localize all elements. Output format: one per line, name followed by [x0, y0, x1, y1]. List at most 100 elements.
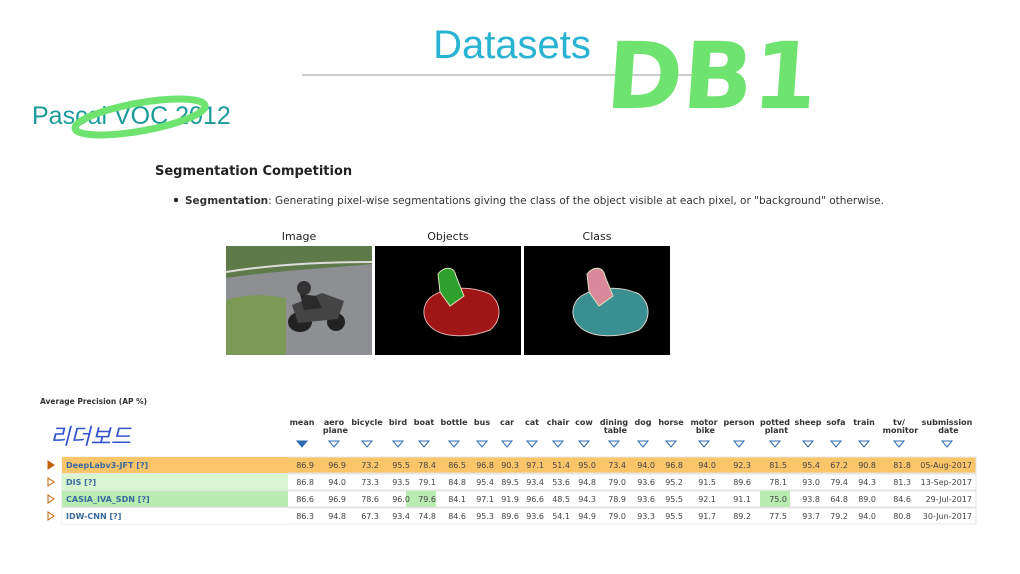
score-cell: 51.4 [552, 461, 570, 470]
score-cell: 74.8 [418, 512, 436, 521]
sort-arrow [732, 440, 746, 448]
score-cell: 91.9 [501, 495, 519, 504]
column-header: boat [414, 418, 435, 427]
sort-arrow [327, 440, 341, 448]
score-cell: 84.8 [448, 478, 466, 487]
score-cell: 93.5 [392, 478, 410, 487]
image-label: Class [583, 230, 612, 243]
score-cell: 93.4 [526, 478, 544, 487]
score-cell: 89.0 [858, 495, 876, 504]
score-cell: 80.8 [893, 512, 911, 521]
method-name: DeepLabv3-JFT [?] [66, 461, 148, 470]
score-cell: 94.3 [578, 495, 596, 504]
score-cell: 77.5 [769, 512, 787, 521]
score-cell: 64.8 [830, 495, 848, 504]
sort-arrow [417, 440, 431, 448]
score-cell: 78.4 [418, 461, 436, 470]
score-cell: 73.3 [361, 478, 379, 487]
column-header: bicycle [351, 418, 383, 427]
score-cell: 89.6 [501, 512, 519, 521]
score-cell: 94.0 [328, 478, 346, 487]
score-cell: 96.6 [526, 495, 544, 504]
column-header: cat [525, 418, 539, 427]
score-cell: 86.9 [296, 461, 314, 470]
score-cell: 89.5 [501, 478, 519, 487]
image-label: Image [282, 230, 317, 243]
column-header: train [853, 418, 875, 427]
score-cell: 54.1 [552, 512, 570, 521]
column-header: bottle [440, 418, 468, 427]
handwriting: DB1 [603, 23, 821, 130]
column-header: motor bike [690, 418, 717, 435]
column-header: mean [290, 418, 315, 427]
score-cell: 05-Aug-2017 [920, 461, 972, 470]
score-cell: 94.3 [858, 478, 876, 487]
column-header: submission date [922, 418, 973, 435]
expand-arrow [47, 460, 55, 470]
sort-arrow [768, 440, 782, 448]
score-cell: 81.5 [769, 461, 787, 470]
column-header: tv/ monitor [880, 418, 918, 435]
score-cell: 79.2 [830, 512, 848, 521]
score-cell: 95.4 [476, 478, 494, 487]
column-header: cow [575, 418, 593, 427]
highlight-circle [71, 95, 209, 139]
score-cell: 30-Jun-2017 [923, 512, 972, 521]
cell-bg [406, 491, 436, 507]
bullet [173, 197, 179, 203]
score-cell: 89.6 [733, 478, 751, 487]
score-cell: 94.9 [578, 512, 596, 521]
name-cell-bg [62, 474, 288, 490]
sort-arrow [636, 440, 650, 448]
sort-arrow [391, 440, 405, 448]
score-cell: 93.6 [637, 495, 655, 504]
score-cell: 96.8 [665, 461, 683, 470]
score-cell: 67.3 [361, 512, 379, 521]
score-cell: 94.8 [328, 512, 346, 521]
sort-arrow [525, 440, 539, 448]
class-mask [524, 246, 670, 355]
score-cell: 79.1 [418, 478, 436, 487]
score-cell: 96.9 [328, 495, 346, 504]
column-header: dining table [600, 418, 629, 435]
score-cell: 29-Jul-2017 [926, 495, 972, 504]
photo [225, 246, 373, 355]
score-cell: 94.8 [578, 478, 596, 487]
score-cell: 95.2 [665, 478, 683, 487]
score-cell: 90.8 [858, 461, 876, 470]
column-header: sofa [826, 418, 845, 427]
bullet-desc: : Generating pixel-wise segmentations gi… [268, 195, 884, 207]
score-cell: 86.3 [296, 512, 314, 521]
score-cell: 79.6 [418, 495, 436, 504]
score-cell: 86.8 [296, 478, 314, 487]
sort-arrow [475, 440, 489, 448]
score-cell: 84.1 [448, 495, 466, 504]
score-cell: 95.5 [665, 495, 683, 504]
score-cell: 86.6 [296, 495, 314, 504]
score-cell: 97.1 [526, 461, 544, 470]
score-cell: 90.3 [501, 461, 519, 470]
score-cell: 67.2 [830, 461, 848, 470]
objects-mask [375, 246, 521, 355]
column-header: bus [474, 418, 490, 427]
score-cell: 81.3 [893, 478, 911, 487]
sort-arrow [697, 440, 711, 448]
score-cell: 86.5 [448, 461, 466, 470]
score-cell: 94.0 [637, 461, 655, 470]
method-name: IDW-CNN [?] [66, 512, 121, 521]
column-header: aero plane [320, 418, 348, 435]
sort-arrow [940, 440, 954, 448]
score-cell: 93.6 [526, 512, 544, 521]
score-cell: 79.0 [608, 512, 626, 521]
sort-arrow [607, 440, 621, 448]
sort-arrow [829, 440, 843, 448]
name-cell-bg [62, 508, 288, 524]
sort-arrow [801, 440, 815, 448]
score-cell: 84.6 [893, 495, 911, 504]
score-cell: 96.8 [476, 461, 494, 470]
method-name: DIS [?] [66, 478, 96, 487]
score-cell: 79.4 [830, 478, 848, 487]
score-cell: 93.6 [637, 478, 655, 487]
score-cell: 91.7 [698, 512, 716, 521]
